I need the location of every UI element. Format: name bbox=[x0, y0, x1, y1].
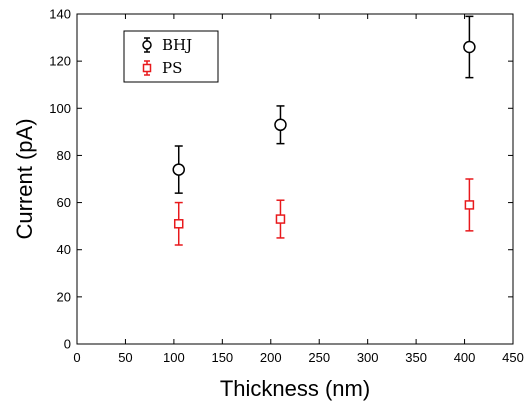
ps-point bbox=[275, 199, 286, 239]
legend-item-ps: PS bbox=[142, 59, 182, 77]
bhj-point bbox=[274, 105, 287, 145]
x-axis-title: Thickness (nm) bbox=[220, 376, 370, 401]
x-tick-label: 50 bbox=[118, 350, 132, 365]
x-tick-label: 300 bbox=[357, 350, 379, 365]
x-tick-label: 150 bbox=[211, 350, 233, 365]
y-axis-title: Current (pA) bbox=[12, 118, 37, 239]
x-tick-label: 0 bbox=[73, 350, 80, 365]
bhj-marker bbox=[463, 40, 476, 54]
legend: BHJ PS bbox=[123, 30, 219, 83]
y-tick-label: 100 bbox=[49, 101, 71, 116]
x-tick-label: 100 bbox=[163, 350, 185, 365]
y-tick-label: 80 bbox=[57, 148, 71, 163]
bhj-marker bbox=[172, 163, 185, 176]
legend-box bbox=[123, 30, 219, 83]
x-tick-label: 400 bbox=[454, 350, 476, 365]
ps-marker bbox=[275, 214, 286, 224]
y-tick-label: 120 bbox=[49, 54, 71, 69]
y-tick-label: 60 bbox=[57, 195, 71, 210]
ps-point bbox=[173, 201, 184, 246]
legend-label: BHJ bbox=[162, 36, 192, 54]
bhj-point bbox=[172, 145, 185, 194]
legend-label: PS bbox=[162, 59, 182, 77]
y-tick-label: 40 bbox=[57, 242, 71, 257]
x-tick-label: 200 bbox=[260, 350, 282, 365]
x-tick-label: 250 bbox=[308, 350, 330, 365]
x-tick-label: 450 bbox=[502, 350, 524, 365]
x-tick-label: 350 bbox=[405, 350, 427, 365]
legend-marker bbox=[142, 63, 152, 73]
bhj-marker bbox=[274, 118, 287, 132]
y-tick-label: 20 bbox=[57, 289, 71, 304]
legend-item-bhj: BHJ bbox=[142, 36, 192, 54]
ps-point bbox=[464, 178, 475, 232]
y-tick-label: 0 bbox=[64, 337, 71, 352]
legend-marker bbox=[142, 40, 152, 50]
ps-marker bbox=[464, 200, 475, 210]
bhj-point bbox=[463, 15, 476, 79]
ps-marker bbox=[173, 219, 184, 229]
y-tick-label: 140 bbox=[49, 7, 71, 22]
